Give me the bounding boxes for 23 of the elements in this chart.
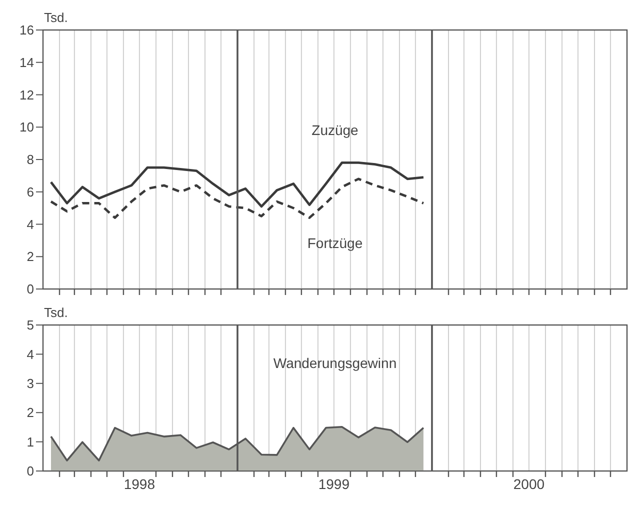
y-tick-label: 16 [20, 22, 34, 38]
y-tick-label: 0 [26, 282, 34, 297]
x-tick-label: 2000 [513, 476, 545, 492]
y-tick-label: 12 [20, 87, 34, 102]
y-tick-label: 6 [26, 184, 34, 200]
x-tick-label: 1998 [124, 476, 156, 492]
y-tick-label: 0 [26, 464, 34, 479]
series-label: Zuzüge [310, 122, 360, 138]
y-axis-title: Tsd. [44, 10, 68, 25]
y-tick-label: 4 [26, 346, 34, 362]
y-tick-label: 2 [26, 249, 34, 264]
y-tick-label: 5 [26, 318, 34, 333]
y-axis-title: Tsd. [44, 305, 68, 320]
y-tick-label: 2 [26, 405, 34, 420]
y-tick-label: 4 [26, 216, 34, 232]
y-tick-label: 10 [20, 120, 34, 135]
y-tick-label: 3 [26, 376, 34, 392]
x-tick-label: 1999 [318, 476, 350, 492]
y-tick-label: 14 [20, 54, 34, 70]
y-tick-label: 8 [26, 152, 34, 168]
text: Wanderungsgewinn [272, 355, 398, 371]
y-tick-label: 1 [26, 434, 34, 450]
series-label: Fortzüge [306, 235, 364, 251]
